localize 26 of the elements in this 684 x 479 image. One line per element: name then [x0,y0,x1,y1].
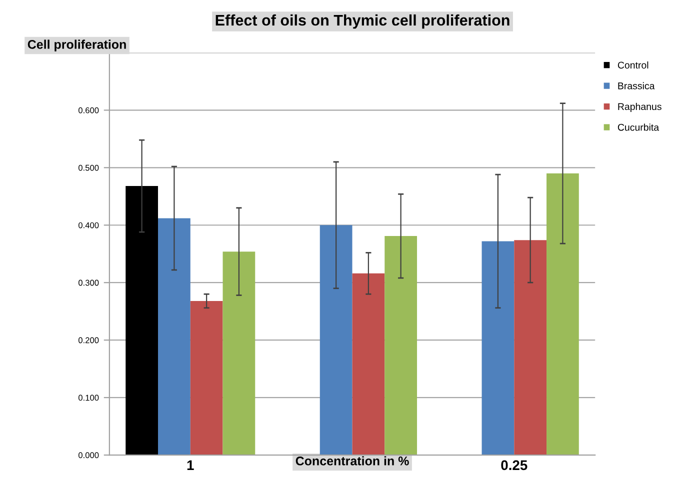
legend-label: Control [618,61,648,69]
bar [190,301,223,456]
x-tick-label: 0.25 [501,460,528,470]
chart-title: Effect of oils on Thymic cell proliferation [216,14,510,29]
bar [352,273,385,456]
y-tick-label: 0.000 [78,452,99,458]
legend-label: Raphanus [618,102,662,112]
y-axis-title: Cell proliferation [28,40,126,52]
y-tick-label: 0.300 [78,280,99,286]
bar [126,186,158,456]
bar [158,218,190,456]
y-tick-label: 0.400 [78,222,99,228]
y-tick-label: 0.600 [78,107,99,114]
x-tick-label: 1 [187,460,194,470]
legend-label: Brassica [618,82,655,90]
bar [222,252,256,456]
bar [384,236,418,456]
y-tick-label: 0.500 [78,164,99,171]
bar [320,225,352,456]
y-tick-label: 0.200 [78,337,99,344]
legend-label: Cucurbita [618,124,660,131]
y-tick-label: 0.100 [78,394,99,401]
x-axis-title: Concentration in % [296,456,409,466]
bar [546,173,579,456]
bar [514,240,547,456]
bar [482,241,514,456]
